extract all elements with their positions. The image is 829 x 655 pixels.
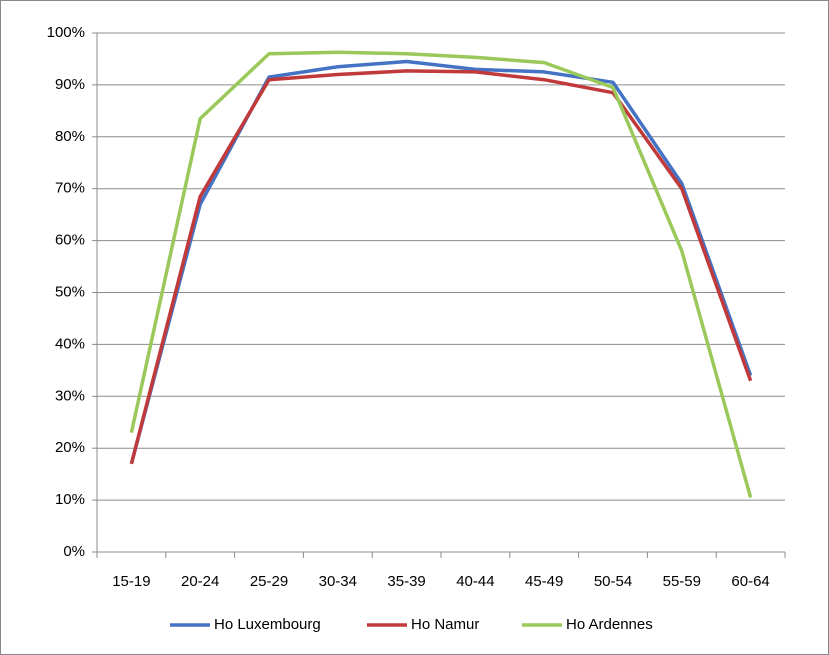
legend-label: Ho Namur [411,616,479,633]
y-tick-label: 100% [47,24,85,41]
x-tick-label: 55-59 [663,573,701,590]
y-tick-label: 20% [55,439,85,456]
x-tick-label: 20-24 [181,573,219,590]
series-line [129,50,753,498]
series-line [129,69,753,465]
y-tick-label: 80% [55,128,85,145]
legend-label: Ho Luxembourg [214,616,321,633]
x-tick-label: 30-34 [319,573,357,590]
y-tick-label: 60% [55,232,85,249]
y-tick-label: 0% [63,543,85,560]
y-tick-label: 50% [55,283,85,300]
y-tick-label: 40% [55,335,85,352]
y-tick-label: 70% [55,180,85,197]
legend-label: Ho Ardennes [566,616,653,633]
x-tick-label: 15-19 [112,573,150,590]
x-tick-label: 25-29 [250,573,288,590]
y-tick-label: 10% [55,491,85,508]
x-tick-label: 50-54 [594,573,632,590]
y-tick-label: 30% [55,387,85,404]
x-tick-label: 35-39 [387,573,425,590]
x-tick-label: 40-44 [456,573,494,590]
x-tick-label: 45-49 [525,573,563,590]
x-tick-label: 60-64 [731,573,769,590]
y-tick-label: 90% [55,76,85,93]
